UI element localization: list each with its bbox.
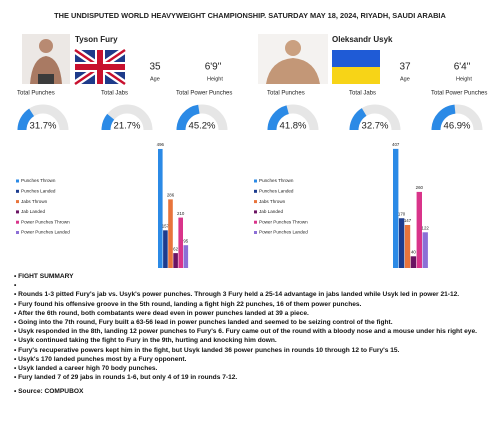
bar bbox=[416, 191, 422, 268]
gauge-value bbox=[267, 105, 290, 131]
fury-photo bbox=[22, 34, 70, 84]
fighter-name: Oleksandr Usyk bbox=[332, 35, 393, 44]
bar-value-label: 210 bbox=[177, 211, 185, 216]
legend-label: Jabs Thrown bbox=[21, 199, 48, 204]
bar bbox=[158, 148, 163, 268]
bar-value-label: 170 bbox=[398, 211, 406, 216]
gauge-value bbox=[349, 108, 367, 131]
age-value: 35 bbox=[149, 62, 161, 73]
ukraine-flag bbox=[332, 50, 380, 84]
bar bbox=[168, 199, 173, 268]
legend-swatch bbox=[16, 231, 19, 234]
gauge-value bbox=[176, 104, 200, 131]
bar bbox=[173, 253, 178, 268]
bar bbox=[393, 148, 399, 268]
usyk-photo bbox=[258, 34, 328, 84]
fighter-name: Tyson Fury bbox=[75, 35, 118, 44]
height-value: 6'9" bbox=[205, 62, 222, 73]
gauge-label: 46.9% bbox=[444, 121, 471, 132]
legend-label: Punches Landed bbox=[259, 189, 294, 194]
height-value: 6'4" bbox=[454, 62, 471, 73]
gauge-label: 41.8% bbox=[280, 121, 307, 132]
gauge-value bbox=[101, 113, 115, 131]
legend-swatch bbox=[16, 210, 19, 214]
age-label: Age bbox=[400, 76, 410, 82]
legend-swatch bbox=[254, 189, 257, 193]
height-label: Height bbox=[456, 76, 472, 82]
legend-label: Power Punches Landed bbox=[259, 230, 308, 235]
gauge-label: 45.2% bbox=[189, 121, 216, 132]
legend-swatch bbox=[254, 200, 257, 204]
summary-items: Rounds 1-3 pitted Fury's jab vs. Usyk's … bbox=[14, 281, 494, 382]
legend-label: Punches Thrown bbox=[259, 178, 294, 183]
legend-label: Power Punches Thrown bbox=[21, 219, 70, 224]
bar-value-label: 62 bbox=[173, 246, 178, 251]
bar-value-label: 286 bbox=[167, 193, 175, 198]
bar bbox=[163, 230, 168, 268]
bar-value-label: 40 bbox=[411, 249, 416, 254]
height-label: Height bbox=[207, 76, 223, 82]
bar bbox=[404, 224, 411, 268]
legend-label: Jab Landed bbox=[259, 209, 283, 214]
bar-value-label: 122 bbox=[422, 225, 430, 230]
summary-item: Fury found his offensive groove in the 5… bbox=[14, 300, 494, 309]
gauge-title: Total Power Punches bbox=[431, 91, 487, 97]
uk-flag bbox=[73, 47, 127, 87]
legend-swatch bbox=[254, 210, 257, 214]
legend-label: Punches Thrown bbox=[21, 178, 56, 183]
summary-item: Rounds 1-3 pitted Fury's jab vs. Usyk's … bbox=[14, 290, 494, 299]
gauge-label: 21.7% bbox=[114, 121, 141, 132]
bar bbox=[178, 217, 183, 268]
legend-swatch bbox=[16, 189, 19, 193]
gauge-label: 32.7% bbox=[362, 121, 389, 132]
legend-swatch bbox=[254, 179, 257, 183]
age-label: Age bbox=[150, 76, 160, 82]
bar bbox=[410, 256, 417, 268]
gauge-title: Total Power Punches bbox=[176, 91, 232, 97]
bar-value-label: 95 bbox=[183, 238, 188, 243]
gauge-value bbox=[17, 108, 35, 131]
bar-value-label: 496 bbox=[157, 142, 165, 147]
bar-value-label: 407 bbox=[392, 142, 400, 147]
bar-value-label: 260 bbox=[416, 185, 424, 190]
bar-value-label: 157 bbox=[162, 223, 170, 228]
gauge-title: Total Jabs bbox=[101, 91, 128, 97]
legend-label: Punches Landed bbox=[21, 189, 56, 194]
legend-swatch bbox=[16, 179, 19, 183]
summary-source: Source: COMPUBOX bbox=[14, 387, 494, 396]
bar-value-label: 147 bbox=[404, 218, 412, 223]
dashboard: THE UNDISPUTED WORLD HEAVYWEIGHT CHAMPIO… bbox=[16, 11, 487, 268]
gauge-title: Total Punches bbox=[267, 91, 305, 97]
summary-item: Usyk's 170 landed punches most by a Fury… bbox=[14, 355, 494, 364]
gauge-title: Total Punches bbox=[17, 91, 55, 97]
fight-summary: FIGHT SUMMARY Rounds 1-3 pitted Fury's j… bbox=[14, 272, 494, 397]
summary-item: Fury landed 7 of 29 jabs in rounds 1-6, … bbox=[14, 373, 494, 382]
age-value: 37 bbox=[399, 62, 411, 73]
gauge-label: 31.7% bbox=[30, 121, 57, 132]
legend-swatch bbox=[254, 231, 257, 234]
gauge-title: Total Jabs bbox=[349, 91, 376, 97]
legend-label: Jabs Thrown bbox=[259, 199, 286, 204]
legend-label: Power Punches Landed bbox=[21, 230, 70, 235]
bar bbox=[398, 218, 405, 268]
legend-swatch bbox=[254, 220, 257, 224]
summary-item: After the 6th round, both combatants wer… bbox=[14, 309, 494, 318]
legend-label: Jab Landed bbox=[21, 209, 45, 214]
legend-swatch bbox=[16, 200, 19, 204]
gauge-value bbox=[431, 104, 456, 131]
legend-swatch bbox=[16, 220, 19, 224]
legend-label: Power Punches Thrown bbox=[259, 219, 308, 224]
summary-item: Usyk continued taking the fight to Fury … bbox=[14, 336, 494, 345]
summary-item: Usyk responded in the 8th, landing 12 po… bbox=[14, 327, 494, 336]
title: THE UNDISPUTED WORLD HEAVYWEIGHT CHAMPIO… bbox=[54, 11, 446, 20]
bar bbox=[422, 232, 428, 268]
summary-item: Usyk landed a career high 70 body punche… bbox=[14, 364, 494, 373]
bar bbox=[183, 245, 189, 268]
summary-item: Fury's recuperative powers kept him in t… bbox=[14, 346, 494, 355]
summary-item: Going into the 7th round, Fury built a 6… bbox=[14, 318, 494, 327]
summary-heading: FIGHT SUMMARY bbox=[14, 272, 494, 281]
